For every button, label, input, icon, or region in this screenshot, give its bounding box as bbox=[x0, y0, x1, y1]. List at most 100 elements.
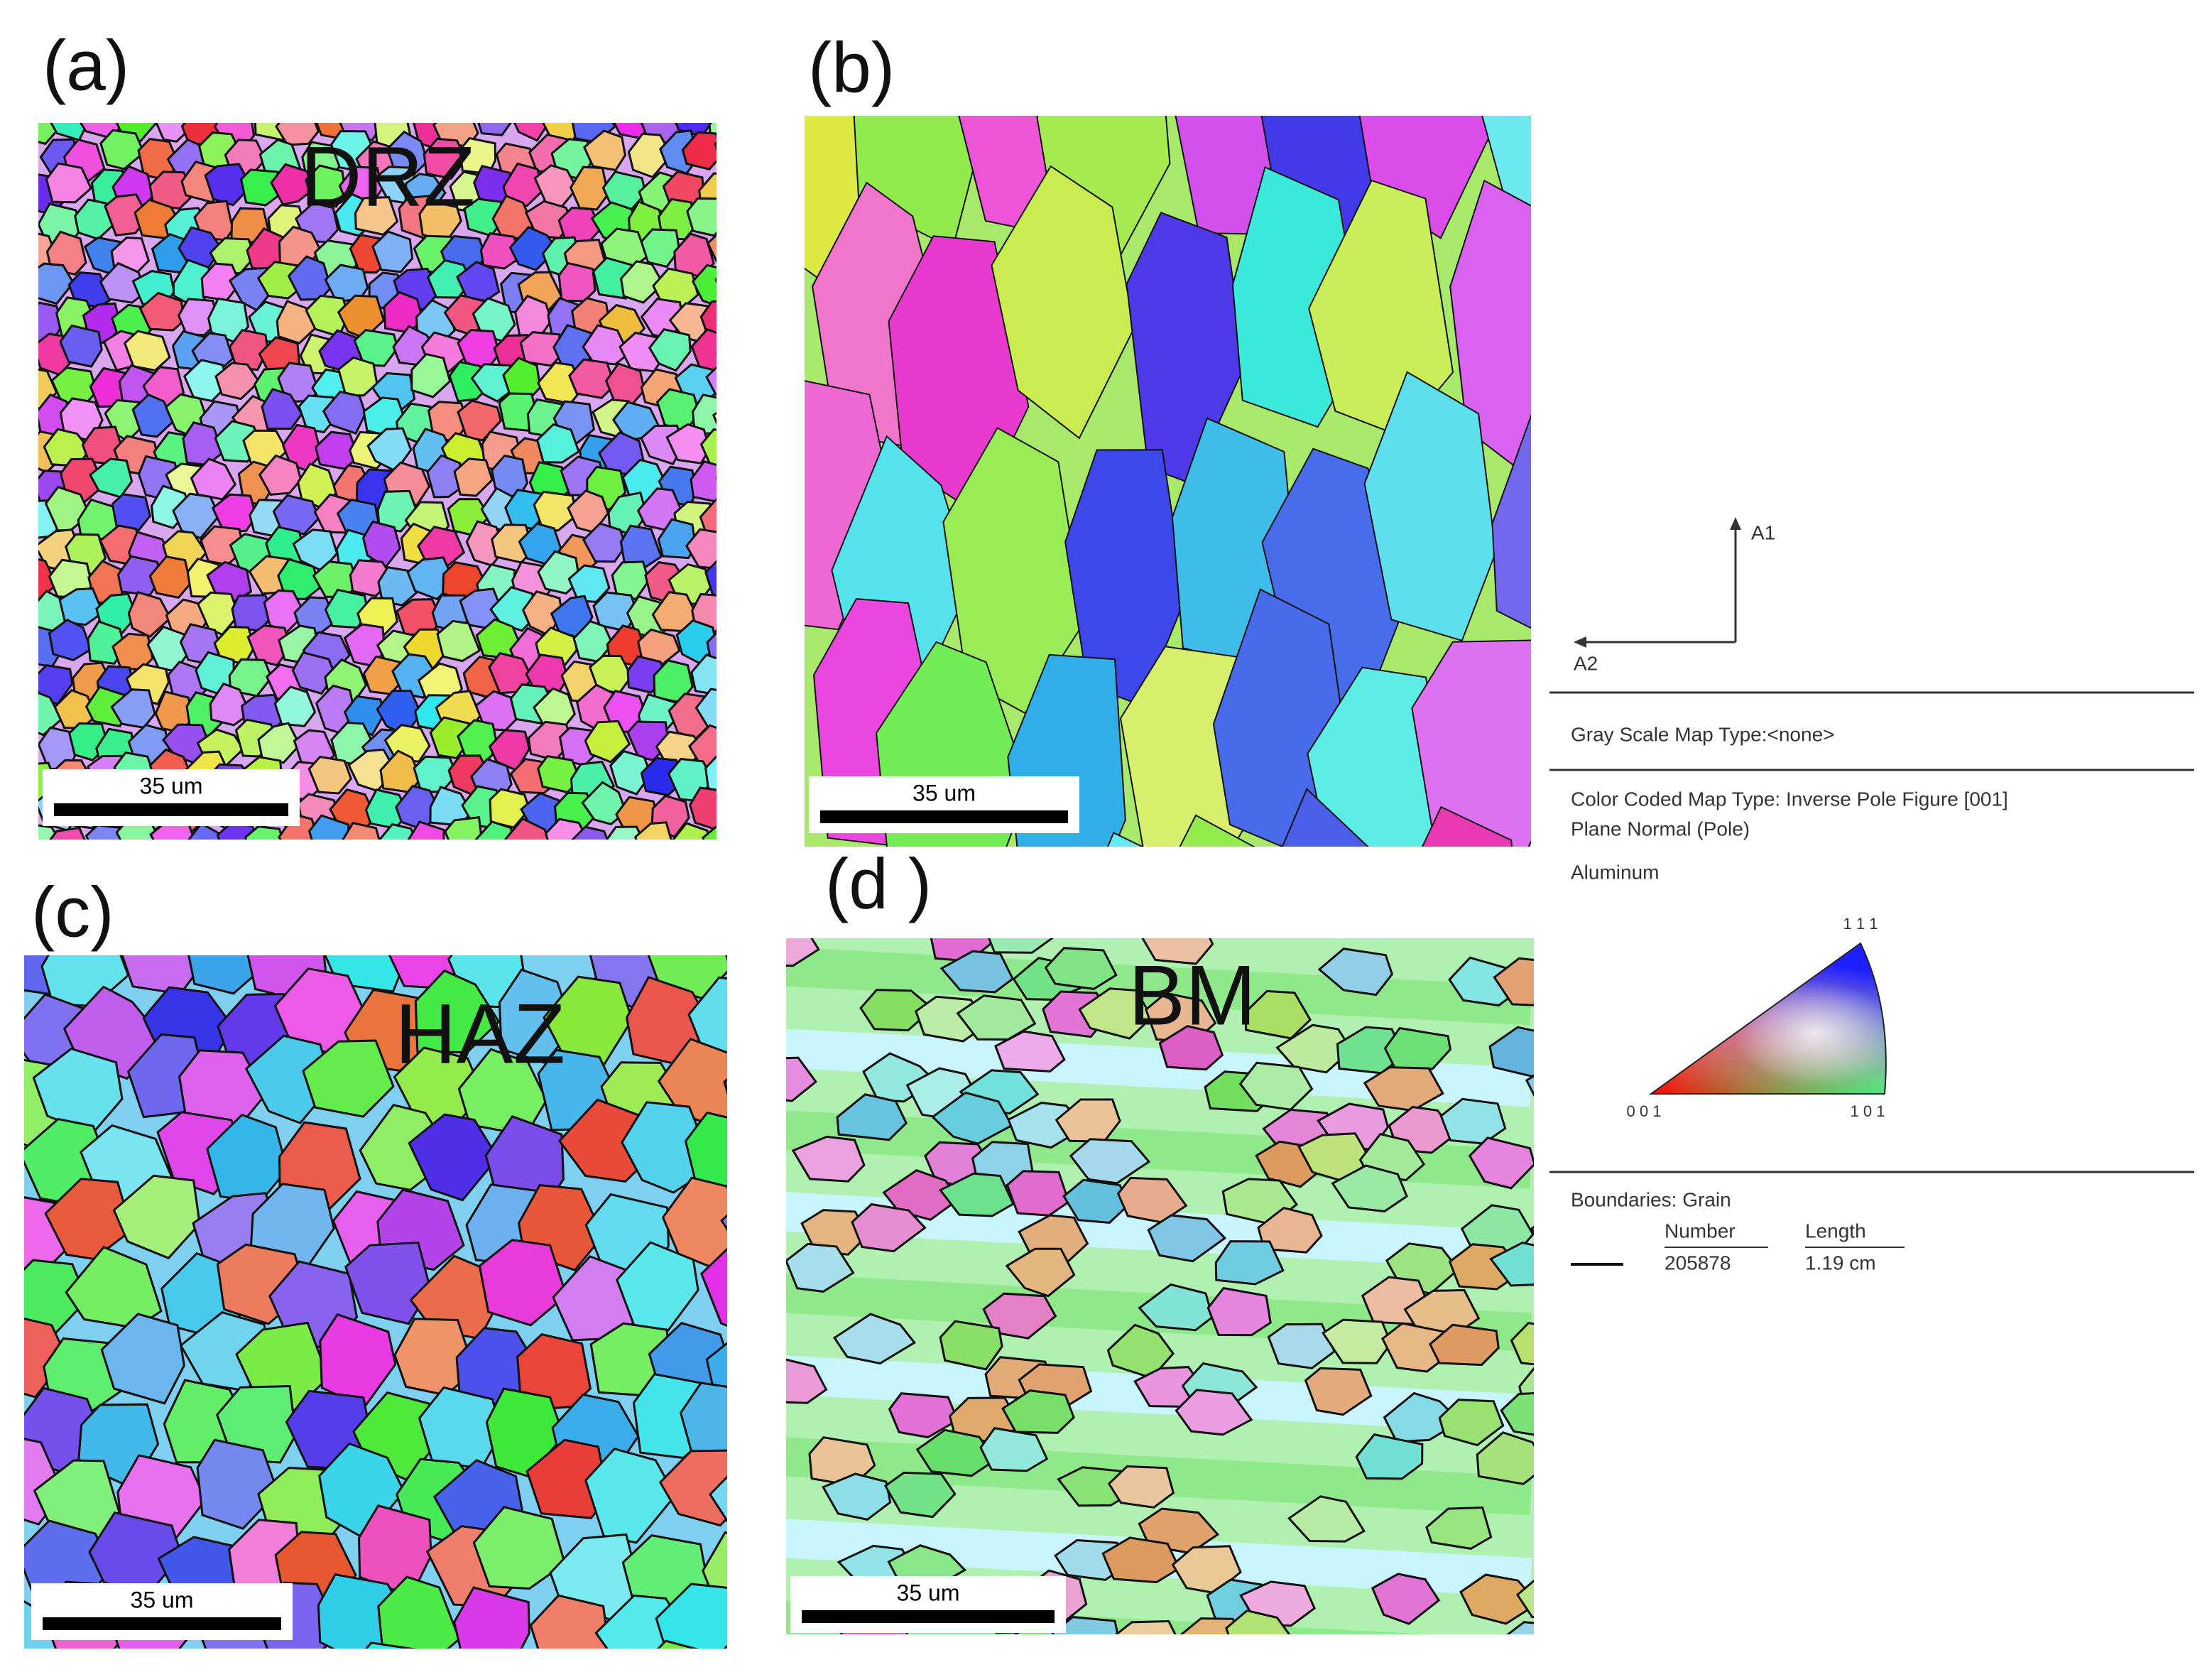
grain bbox=[364, 1641, 418, 1649]
grain bbox=[1358, 116, 1493, 239]
grain bbox=[187, 955, 263, 995]
grain bbox=[584, 1448, 677, 1544]
grain bbox=[705, 366, 717, 396]
panel-label: (a) bbox=[43, 26, 129, 105]
grain bbox=[1476, 1431, 1534, 1485]
grain bbox=[616, 1241, 699, 1332]
grain bbox=[489, 586, 537, 632]
grain bbox=[1506, 1621, 1534, 1634]
grain bbox=[724, 533, 766, 570]
grain bbox=[725, 955, 727, 962]
grain bbox=[513, 123, 550, 142]
grain bbox=[684, 1111, 727, 1198]
grain bbox=[85, 1666, 157, 1672]
grain bbox=[1078, 987, 1153, 1040]
grain bbox=[1006, 1170, 1070, 1217]
grain bbox=[570, 165, 609, 211]
grain bbox=[371, 230, 414, 273]
grain bbox=[472, 1506, 567, 1590]
grain bbox=[277, 558, 322, 600]
grain bbox=[322, 390, 367, 435]
grain bbox=[479, 232, 524, 270]
grain bbox=[1541, 1427, 1604, 1475]
grain bbox=[988, 938, 1055, 954]
grain bbox=[707, 233, 717, 264]
grain bbox=[214, 362, 261, 401]
grain bbox=[1493, 957, 1534, 1006]
grain bbox=[723, 1078, 727, 1095]
ipf-label: 0 0 1 bbox=[1627, 1102, 1662, 1120]
grain bbox=[560, 1651, 651, 1672]
grain bbox=[410, 352, 452, 398]
boundaries-title: Boundaries: Grain bbox=[1571, 1188, 1731, 1210]
grain bbox=[502, 162, 545, 207]
grain bbox=[582, 522, 628, 563]
grain bbox=[1317, 948, 1394, 997]
grain bbox=[686, 197, 717, 237]
grain bbox=[1383, 1391, 1462, 1443]
grain bbox=[627, 132, 672, 179]
grain bbox=[690, 653, 717, 696]
grain bbox=[1214, 1240, 1285, 1286]
grain bbox=[979, 1427, 1049, 1472]
grain bbox=[354, 196, 399, 237]
grain bbox=[714, 141, 717, 151]
grain bbox=[1429, 1323, 1500, 1367]
grain bbox=[656, 1639, 699, 1649]
grain bbox=[1322, 1318, 1393, 1364]
grain bbox=[721, 654, 761, 693]
grain bbox=[24, 1317, 68, 1399]
grain bbox=[377, 1575, 461, 1649]
grain bbox=[58, 587, 104, 626]
grain bbox=[408, 1113, 499, 1202]
grain bbox=[1438, 1399, 1505, 1447]
grain bbox=[621, 1101, 715, 1194]
grain bbox=[344, 1241, 432, 1325]
grain bbox=[485, 1663, 560, 1672]
grain bbox=[1114, 1619, 1177, 1634]
grain bbox=[273, 685, 317, 727]
grain bbox=[270, 163, 313, 206]
grain bbox=[1062, 1178, 1130, 1225]
grain bbox=[272, 494, 320, 536]
grain bbox=[525, 1438, 609, 1519]
scale-bar-label: 35 um bbox=[897, 1580, 960, 1605]
grain bbox=[833, 1313, 917, 1365]
grain bbox=[672, 822, 710, 840]
grain bbox=[307, 814, 350, 840]
grain bbox=[244, 1034, 333, 1124]
grain bbox=[822, 1472, 892, 1521]
grain bbox=[694, 688, 717, 730]
length-value: 1.19 cm bbox=[1805, 1252, 1876, 1274]
grain bbox=[939, 1320, 1003, 1371]
grain bbox=[529, 1594, 611, 1649]
ebsd-map bbox=[38, 123, 770, 840]
grain bbox=[1304, 1367, 1373, 1416]
ipf-label: 1 0 1 bbox=[1851, 1102, 1885, 1120]
grain bbox=[657, 518, 697, 560]
grain bbox=[619, 524, 663, 568]
grain bbox=[620, 260, 665, 304]
grain bbox=[429, 716, 471, 759]
grain bbox=[726, 194, 770, 234]
grain bbox=[477, 123, 513, 136]
grain bbox=[1107, 1465, 1175, 1509]
grain bbox=[716, 475, 717, 483]
grain bbox=[772, 1641, 856, 1672]
grain bbox=[836, 1093, 908, 1141]
grain bbox=[658, 1449, 727, 1527]
grain bbox=[723, 1644, 727, 1649]
scale-bar-label: 35 um bbox=[140, 773, 203, 798]
grain bbox=[994, 1030, 1066, 1073]
grain bbox=[148, 555, 192, 599]
grain bbox=[104, 193, 150, 237]
grain bbox=[1101, 1536, 1181, 1584]
gray-scale-text: Gray Scale Map Type:<none> bbox=[1571, 723, 1835, 745]
grain bbox=[1175, 1389, 1253, 1436]
grain bbox=[1491, 413, 1531, 629]
grain bbox=[702, 825, 717, 840]
grain bbox=[1141, 938, 1214, 965]
grain bbox=[1544, 1327, 1620, 1374]
grain bbox=[275, 123, 320, 146]
